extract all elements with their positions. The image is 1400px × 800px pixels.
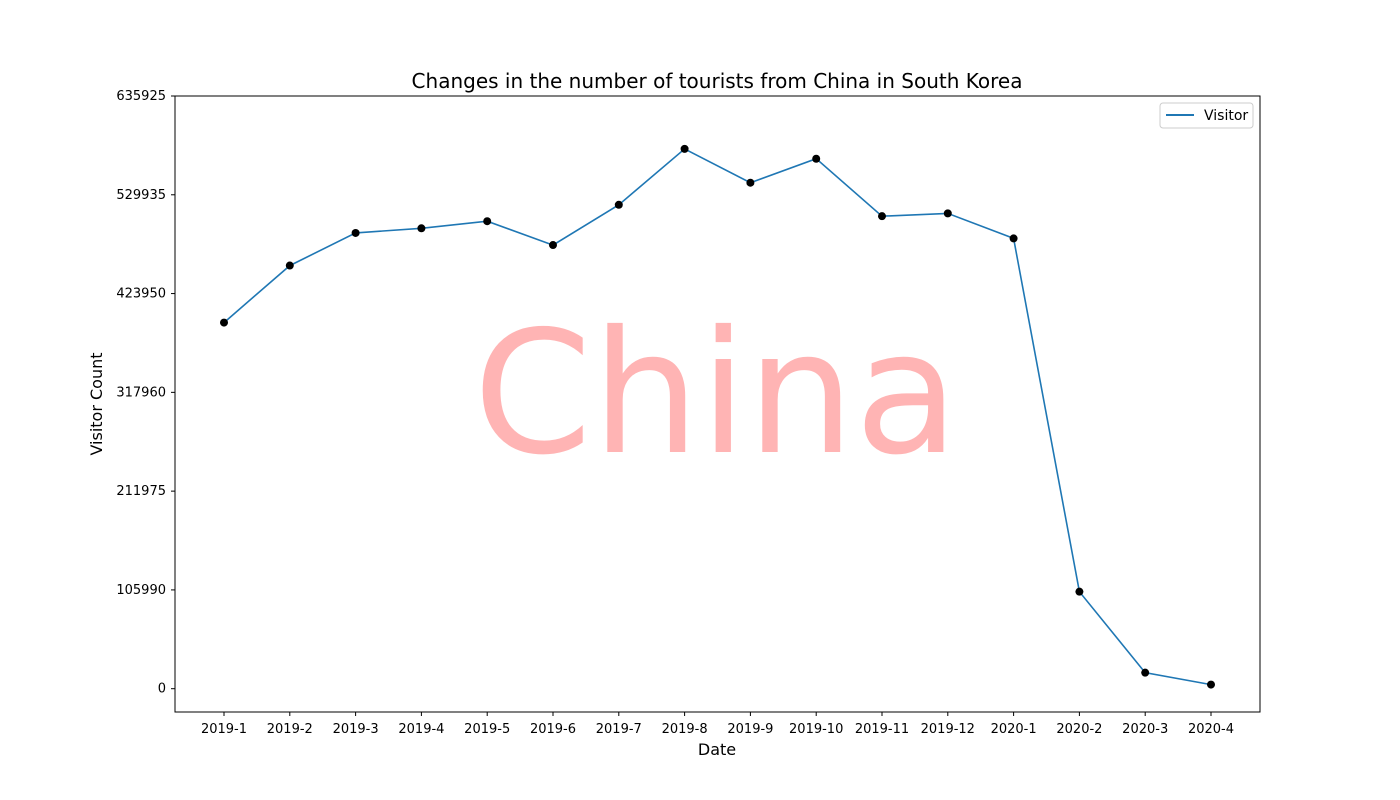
data-point: [220, 318, 228, 327]
legend-label-visitor: Visitor: [1204, 108, 1248, 124]
x-tick-label: 2019-5: [464, 722, 510, 737]
plot-frame: [174, 95, 1261, 713]
x-axis-label: Date: [698, 740, 736, 759]
legend-box: [1159, 102, 1254, 129]
x-tick-label: 2019-3: [333, 722, 379, 737]
y-tick-label: 317960: [116, 385, 166, 400]
chart-title: Changes in the number of tourists from C…: [412, 69, 1023, 93]
x-tick-label: 2019-7: [596, 722, 642, 737]
data-point: [1075, 587, 1084, 596]
data-point: [1141, 668, 1150, 677]
y-tick-label: 211975: [116, 484, 166, 499]
x-tick-label: 2019-12: [921, 722, 975, 737]
x-tick-label: 2019-6: [530, 722, 576, 737]
data-point: [1207, 680, 1215, 689]
y-tick-label: 0: [158, 682, 166, 697]
x-tick-label: 2020-3: [1122, 722, 1168, 737]
x-tick-label: 2019-4: [398, 722, 444, 737]
watermark-text: China: [473, 295, 959, 493]
x-tick-label: 2019-9: [727, 722, 773, 737]
data-point: [351, 228, 360, 237]
x-tick-label: 2019-11: [855, 722, 909, 737]
data-point: [549, 241, 557, 250]
x-tick-label: 2019-2: [267, 722, 313, 737]
data-point: [680, 144, 689, 153]
y-axis-label: Visitor Count: [87, 352, 106, 455]
y-tick-label: 635925: [116, 89, 166, 104]
y-tick-label: 105990: [116, 583, 166, 598]
data-point: [285, 261, 294, 270]
data-point: [1009, 234, 1018, 243]
series-line-visitor: [223, 147, 1212, 686]
data-point: [417, 224, 426, 233]
x-tick-label: 2019-8: [662, 722, 708, 737]
y-axis: 0 105990 211975 317960 423950 529935 635925: [116, 89, 175, 697]
legend: Visitor: [1159, 102, 1254, 129]
y-tick-label: 529935: [116, 188, 166, 203]
series-layer: [220, 144, 1215, 689]
x-tick-label: 2020-1: [991, 722, 1037, 737]
x-tick-label: 2020-4: [1188, 722, 1234, 737]
x-tick-label: 2019-10: [789, 722, 843, 737]
data-point: [878, 212, 886, 221]
x-axis: 2019-1 2019-2 2019-3 2019-4 2019-5 2019-6 2019…: [201, 712, 1234, 737]
data-point: [943, 209, 952, 218]
x-tick-label: 2020-2: [1056, 722, 1102, 737]
data-point: [483, 217, 492, 226]
data-point: [614, 200, 623, 209]
data-point: [746, 178, 755, 187]
y-tick-label: 423950: [116, 287, 166, 302]
x-tick-label: 2019-1: [201, 722, 247, 737]
data-point: [812, 154, 821, 163]
